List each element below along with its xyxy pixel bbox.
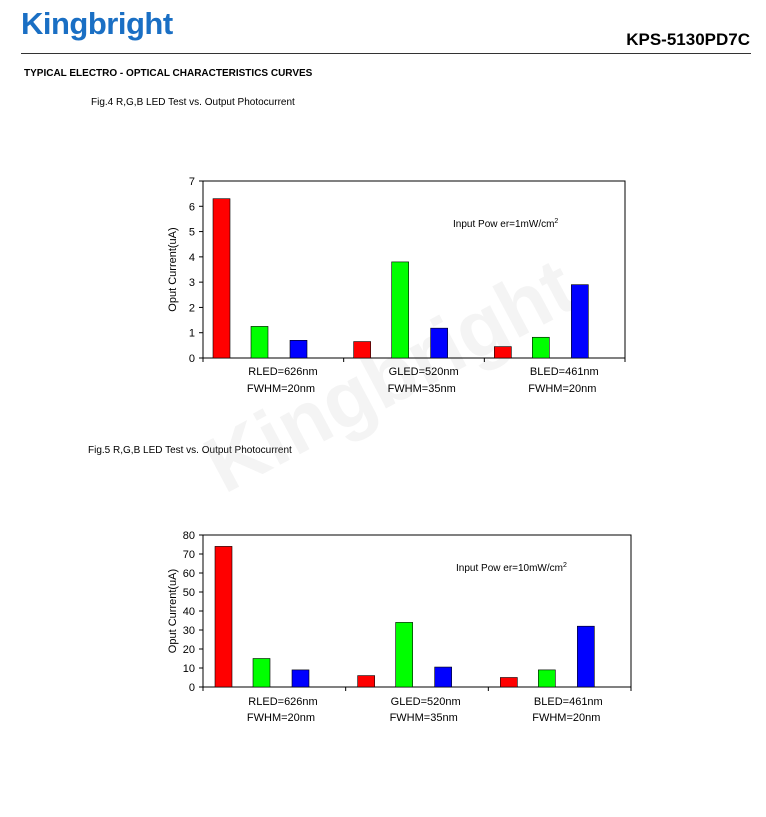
bar	[214, 546, 233, 688]
y-tick-label: 40	[183, 606, 195, 618]
bar	[391, 261, 409, 359]
y-tick-label: 10	[183, 663, 195, 675]
y-tick-label: 0	[189, 353, 195, 365]
y-axis-label: Oput Current(uA)	[167, 569, 179, 653]
bar	[434, 666, 452, 688]
group-label-fwhm: FWHM=20nm	[528, 383, 596, 395]
y-tick-label: 30	[183, 625, 195, 637]
chart-annotation: Input Pow er=10mW/cm2	[456, 562, 567, 574]
bar	[212, 198, 231, 359]
y-tick-label: 2	[189, 302, 195, 314]
bar	[395, 622, 413, 688]
y-tick-label: 60	[183, 568, 195, 580]
bar	[532, 336, 550, 359]
bar	[500, 677, 518, 688]
bar	[357, 675, 375, 688]
bar	[538, 669, 556, 688]
bar	[577, 625, 595, 688]
y-axis-label: Oput Current(uA)	[167, 227, 179, 311]
brand-logo: Kingbright	[21, 6, 173, 41]
figure-caption-1: Fig.4 R,G,B LED Test vs. Output Photocur…	[91, 97, 295, 108]
y-tick-label: 5	[189, 227, 195, 239]
bar-chart-fig4: 0 1 2 3 4 5 6 7 Oput Current(uA) RLED=626nm FWHM=2…	[167, 176, 626, 395]
group-label-fwhm: FWHM=20nm	[247, 712, 315, 724]
y-tick-label: 3	[189, 277, 195, 289]
bar	[250, 326, 269, 359]
group-label-wavelength: BLED=461nm	[530, 366, 599, 378]
bar-chart-fig5: 0 10 20 30 40 50 60 70 80 Oput Current(uA) RLED=62…	[167, 530, 632, 724]
annotation-superscript: 2	[563, 562, 567, 569]
figure-caption-2: Fig.5 R,G,B LED Test vs. Output Photocur…	[88, 445, 292, 456]
y-tick-label: 20	[183, 644, 195, 656]
bar	[291, 669, 310, 688]
y-tick-label: 4	[189, 252, 195, 264]
bar	[571, 284, 589, 359]
part-number: KPS-5130PD7C	[626, 30, 750, 49]
group-label-fwhm: FWHM=35nm	[388, 383, 456, 395]
group-label-wavelength: GLED=520nm	[389, 366, 459, 378]
group-label-fwhm: FWHM=20nm	[247, 383, 315, 395]
chart-annotation: Input Pow er=1mW/cm2	[453, 218, 558, 230]
annotation-superscript: 2	[554, 218, 558, 225]
y-tick-label: 6	[189, 201, 195, 213]
group-label-fwhm: FWHM=35nm	[390, 712, 458, 724]
group-label-fwhm: FWHM=20nm	[532, 712, 600, 724]
bar	[494, 346, 512, 359]
y-tick-label: 70	[183, 549, 195, 561]
y-tick-label: 50	[183, 587, 195, 599]
bar	[289, 340, 308, 359]
y-tick-label: 0	[189, 682, 195, 694]
y-tick-label: 7	[189, 176, 195, 188]
group-label-wavelength: RLED=626nm	[248, 696, 317, 708]
header-divider	[21, 53, 751, 54]
group-label-wavelength: RLED=626nm	[248, 366, 317, 378]
y-tick-label: 80	[183, 530, 195, 542]
y-tick-label: 1	[189, 328, 195, 340]
section-title: TYPICAL ELECTRO - OPTICAL CHARACTERISTIC…	[24, 68, 313, 79]
bar	[430, 327, 448, 359]
plot-frame	[202, 180, 626, 359]
bar	[353, 341, 371, 359]
group-label-wavelength: BLED=461nm	[534, 696, 603, 708]
bar	[252, 658, 271, 688]
group-label-wavelength: GLED=520nm	[391, 696, 461, 708]
